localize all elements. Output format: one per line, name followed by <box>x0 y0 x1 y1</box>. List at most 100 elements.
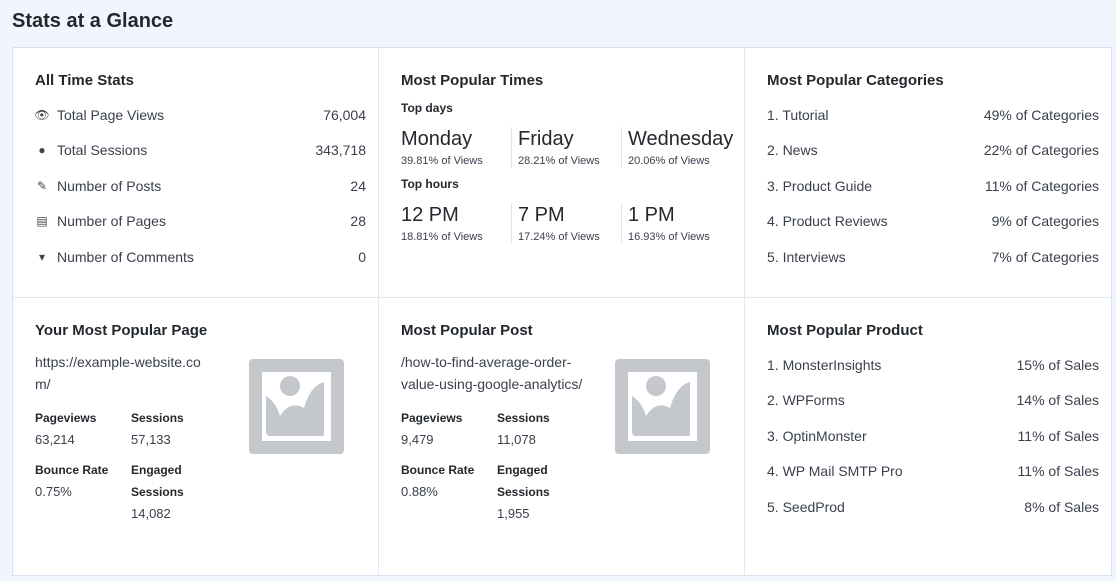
stat-label: Total Sessions <box>57 142 148 159</box>
metric-label: Engaged Sessions <box>497 463 550 499</box>
category-value: 7% of Categories <box>991 248 1099 265</box>
product-name: 3. OptinMonster <box>767 427 867 444</box>
hour-item: 1 PM 16.93% of Views <box>621 203 731 243</box>
popular-post: Most Popular Post /how-to-find-average-o… <box>379 298 745 576</box>
edit-icon: ✎ <box>36 178 48 193</box>
image-placeholder-icon <box>615 359 710 454</box>
category-name: 1. Tutorial <box>767 106 829 123</box>
category-row: 1. Tutorial 49% of Categories <box>767 97 1099 133</box>
top-days: Monday 39.81% of Views Friday 28.21% of Vi… <box>401 127 734 167</box>
popular-categories: Most Popular Categories 1. Tutorial 49% o… <box>745 48 1111 298</box>
metric-value: 1,955 <box>497 506 530 521</box>
stat-row: ✎ Number of Posts 24 <box>35 168 366 204</box>
top-hours-label: Top hours <box>401 177 459 191</box>
category-row: 3. Product Guide 11% of Categories <box>767 168 1099 204</box>
product-row: 3. OptinMonster 11% of Sales <box>767 418 1099 454</box>
product-value: 14% of Sales <box>1016 392 1100 409</box>
metric-label: Bounce Rate <box>35 463 109 477</box>
product-value: 11% of Sales <box>1017 463 1099 480</box>
page-metrics: Pageviews 63,214 Sessions 57,133 Bounce Ra… <box>35 407 366 525</box>
category-row: 2. News 22% of Categories <box>767 133 1099 169</box>
product-row: 2. WPForms 14% of Sales <box>767 383 1099 419</box>
product-name: 5. SeedProd <box>767 498 845 515</box>
stat-row: ● Total Sessions 343,718 <box>35 133 366 169</box>
stat-row: ▾ Number of Comments 0 <box>35 239 366 275</box>
eye-icon: 👁 <box>34 107 50 122</box>
day-item: Friday 28.21% of Views <box>511 127 621 167</box>
product-value: 11% of Sales <box>1017 427 1099 444</box>
hour-name: 1 PM <box>628 204 675 226</box>
metric-label: Sessions <box>497 411 550 425</box>
metric-value: 0.75% <box>35 484 72 499</box>
day-name: Wednesday <box>628 128 734 150</box>
product-row: 1. MonsterInsights 15% of Sales <box>767 347 1099 383</box>
popular-product: Most Popular Product 1. MonsterInsights 1… <box>745 298 1111 576</box>
hour-item: 12 PM 18.81% of Views <box>401 203 511 243</box>
product-value: 15% of Sales <box>1016 356 1100 373</box>
category-value: 22% of Categories <box>983 142 1099 159</box>
product-value: 8% of Sales <box>1024 498 1099 515</box>
day-pct: 20.06% of Views <box>628 155 710 167</box>
category-row: 4. Product Reviews 9% of Categories <box>767 204 1099 240</box>
day-item: Monday 39.81% of Views <box>401 127 511 167</box>
popular-page: Your Most Popular Page https://example-w… <box>13 298 379 576</box>
stat-row: ▤ Number of Pages 28 <box>35 204 366 240</box>
stat-label: Total Page Views <box>57 106 165 123</box>
day-pct: 28.21% of Views <box>518 155 600 167</box>
metric-label: Sessions <box>131 411 184 425</box>
users-icon: ● <box>38 143 46 158</box>
comment-icon: ▾ <box>38 249 46 264</box>
product-row: 4. WP Mail SMTP Pro 11% of Sales <box>767 454 1099 490</box>
section-title: Most Popular Product <box>767 322 923 339</box>
section-title: Your Most Popular Page <box>35 322 208 339</box>
metric-value: 63,214 <box>35 432 75 447</box>
popular-times: Most Popular Times Top days Monday 39.81%… <box>379 48 745 298</box>
page-url[interactable]: https://example-website.com/ <box>35 354 201 392</box>
hour-pct: 17.24% of Views <box>518 231 600 243</box>
stat-value: 76,004 <box>323 106 366 123</box>
hour-pct: 16.93% of Views <box>628 231 710 243</box>
product-name: 2. WPForms <box>767 392 845 409</box>
day-name: Friday <box>518 128 574 150</box>
product-row: 5. SeedProd 8% of Sales <box>767 489 1099 525</box>
metric-label: Bounce Rate <box>401 463 475 477</box>
hour-name: 12 PM <box>401 204 459 226</box>
category-name: 5. Interviews <box>767 248 846 265</box>
page-icon: ▤ <box>36 214 48 229</box>
metric-value: 11,078 <box>497 432 536 447</box>
category-name: 3. Product Guide <box>767 177 873 194</box>
section-title: Most Popular Times <box>401 72 544 89</box>
post-metrics: Pageviews 9,479 Sessions 11,078 Bounce Rat… <box>401 407 732 525</box>
day-item: Wednesday 20.06% of Views <box>621 127 734 167</box>
page-title: Stats at a Glance <box>12 10 174 32</box>
metric-value: 0.88% <box>401 484 438 499</box>
day-name: Monday <box>401 128 473 150</box>
hour-name: 7 PM <box>518 204 565 226</box>
product-name: 4. WP Mail SMTP Pro <box>767 463 903 480</box>
hour-item: 7 PM 17.24% of Views <box>511 203 621 243</box>
section-title: Most Popular Post <box>401 322 533 339</box>
stat-value: 343,718 <box>315 142 366 159</box>
category-value: 11% of Categories <box>984 177 1099 194</box>
hour-pct: 18.81% of Views <box>401 231 483 243</box>
stat-value: 28 <box>350 213 366 230</box>
stats-panel: All Time Stats 👁 Total Page Views 76,004 ●… <box>12 47 1112 576</box>
stat-label: Number of Pages <box>57 213 166 230</box>
section-title: Most Popular Categories <box>767 72 944 89</box>
metric-label: Pageviews <box>401 411 463 425</box>
category-row: 5. Interviews 7% of Categories <box>767 239 1099 275</box>
category-value: 49% of Categories <box>983 106 1099 123</box>
stat-value: 24 <box>350 177 366 194</box>
metric-value: 57,133 <box>131 432 171 447</box>
category-name: 4. Product Reviews <box>767 213 888 230</box>
stat-label: Number of Posts <box>57 177 162 194</box>
product-name: 1. MonsterInsights <box>767 356 882 373</box>
metric-value: 14,082 <box>131 506 171 521</box>
metric-value: 9,479 <box>401 432 434 447</box>
top-days-label: Top days <box>401 101 453 115</box>
image-placeholder-icon <box>249 359 344 454</box>
section-title: All Time Stats <box>35 72 134 89</box>
post-url[interactable]: /how-to-find-average-order-value-using-g… <box>401 354 583 392</box>
day-pct: 39.81% of Views <box>401 155 483 167</box>
metric-label: Engaged Sessions <box>131 463 184 499</box>
